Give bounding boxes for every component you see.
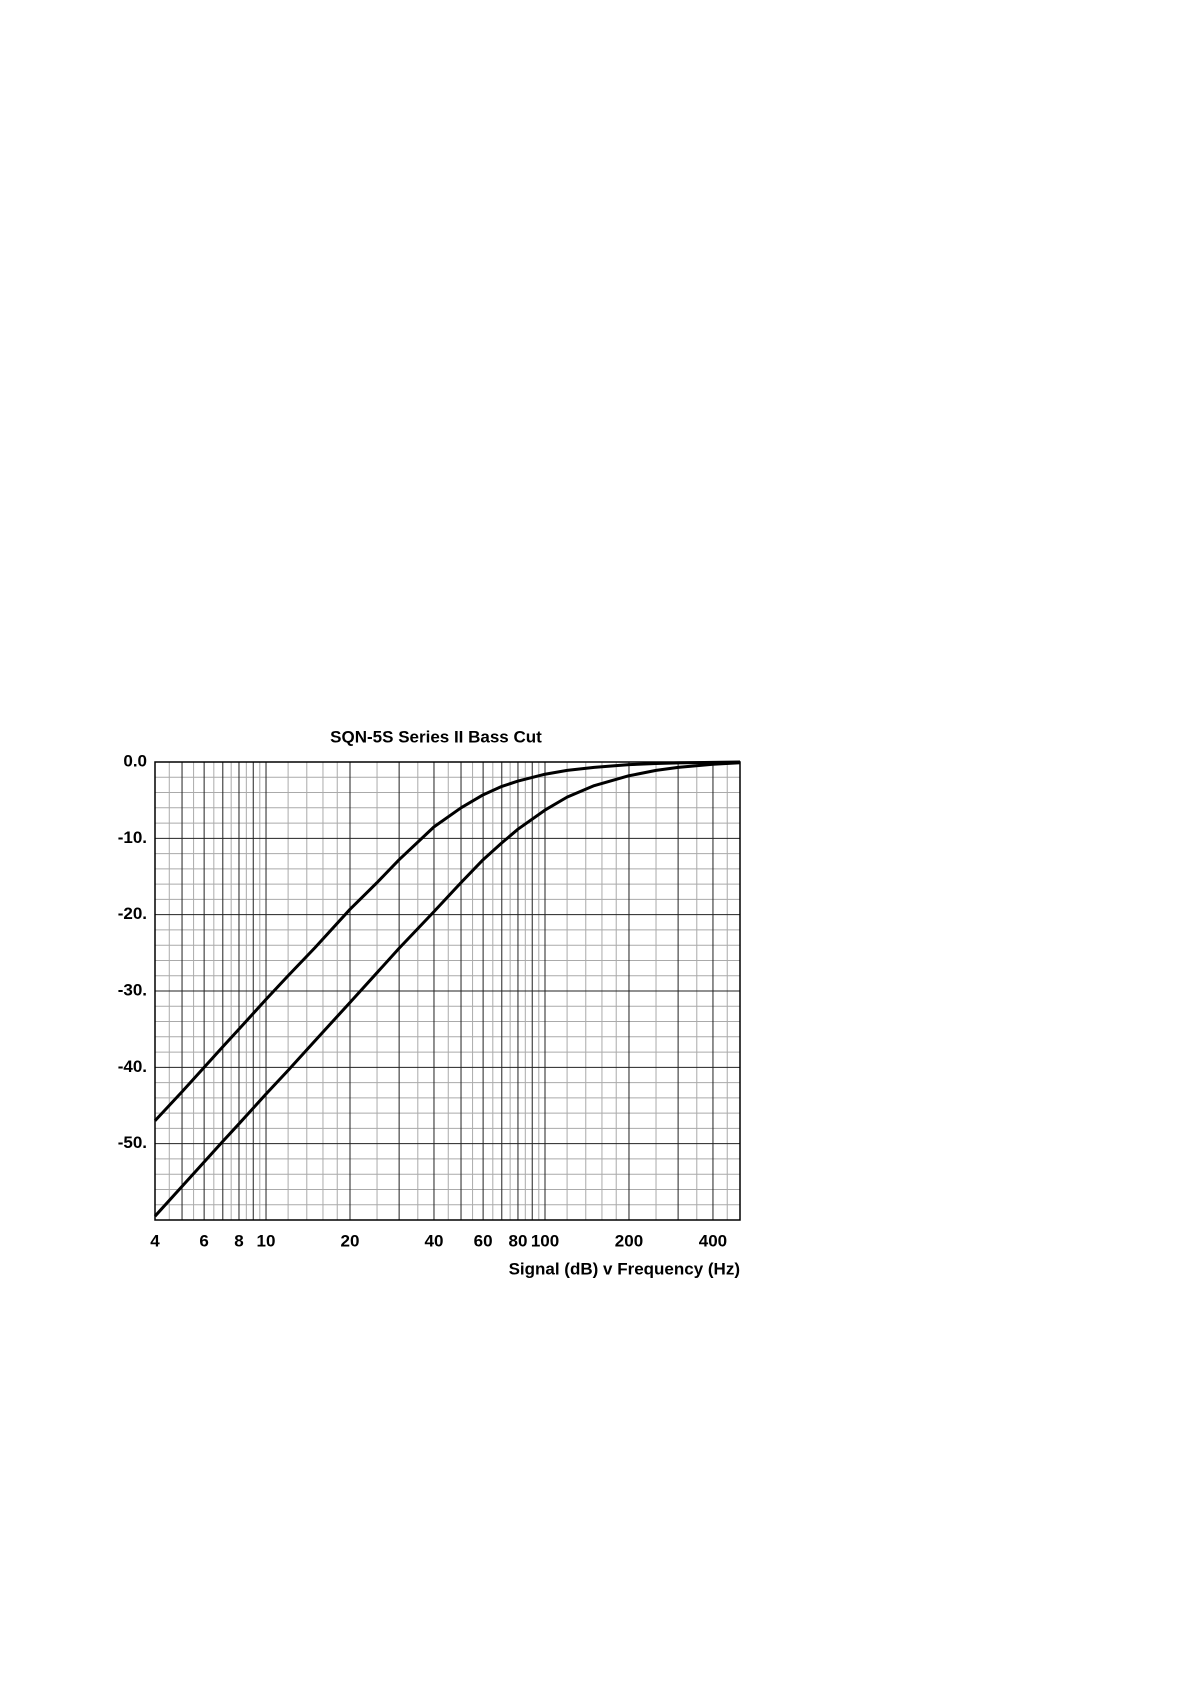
x-tick-label: 8 <box>234 1231 243 1250</box>
y-tick-label: -10. <box>118 828 147 847</box>
x-tick-label: 4 <box>150 1231 160 1250</box>
x-tick-label: 6 <box>199 1231 208 1250</box>
x-tick-label: 40 <box>425 1231 444 1250</box>
x-tick-label: 20 <box>341 1231 360 1250</box>
x-tick-label: 200 <box>615 1231 643 1250</box>
x-axis-label: Signal (dB) v Frequency (Hz) <box>509 1259 740 1278</box>
line-series <box>153 760 741 1122</box>
x-tick-label: 400 <box>699 1231 727 1250</box>
x-tick-label: 60 <box>474 1231 493 1250</box>
y-tick-label: -40. <box>118 1057 147 1076</box>
x-tick-label: 10 <box>257 1231 276 1250</box>
y-tick-label: -20. <box>118 904 147 923</box>
y-tick-label: -30. <box>118 980 147 999</box>
y-tick-label: 0.0 <box>123 751 147 770</box>
x-tick-label: 80 <box>509 1231 528 1250</box>
plot-frame <box>154 761 741 1221</box>
x-tick-label: 100 <box>531 1231 559 1250</box>
y-tick-label: -50. <box>118 1133 147 1152</box>
line-series <box>153 761 741 1218</box>
chart-title: SQN-5S Series II Bass Cut <box>330 727 542 746</box>
